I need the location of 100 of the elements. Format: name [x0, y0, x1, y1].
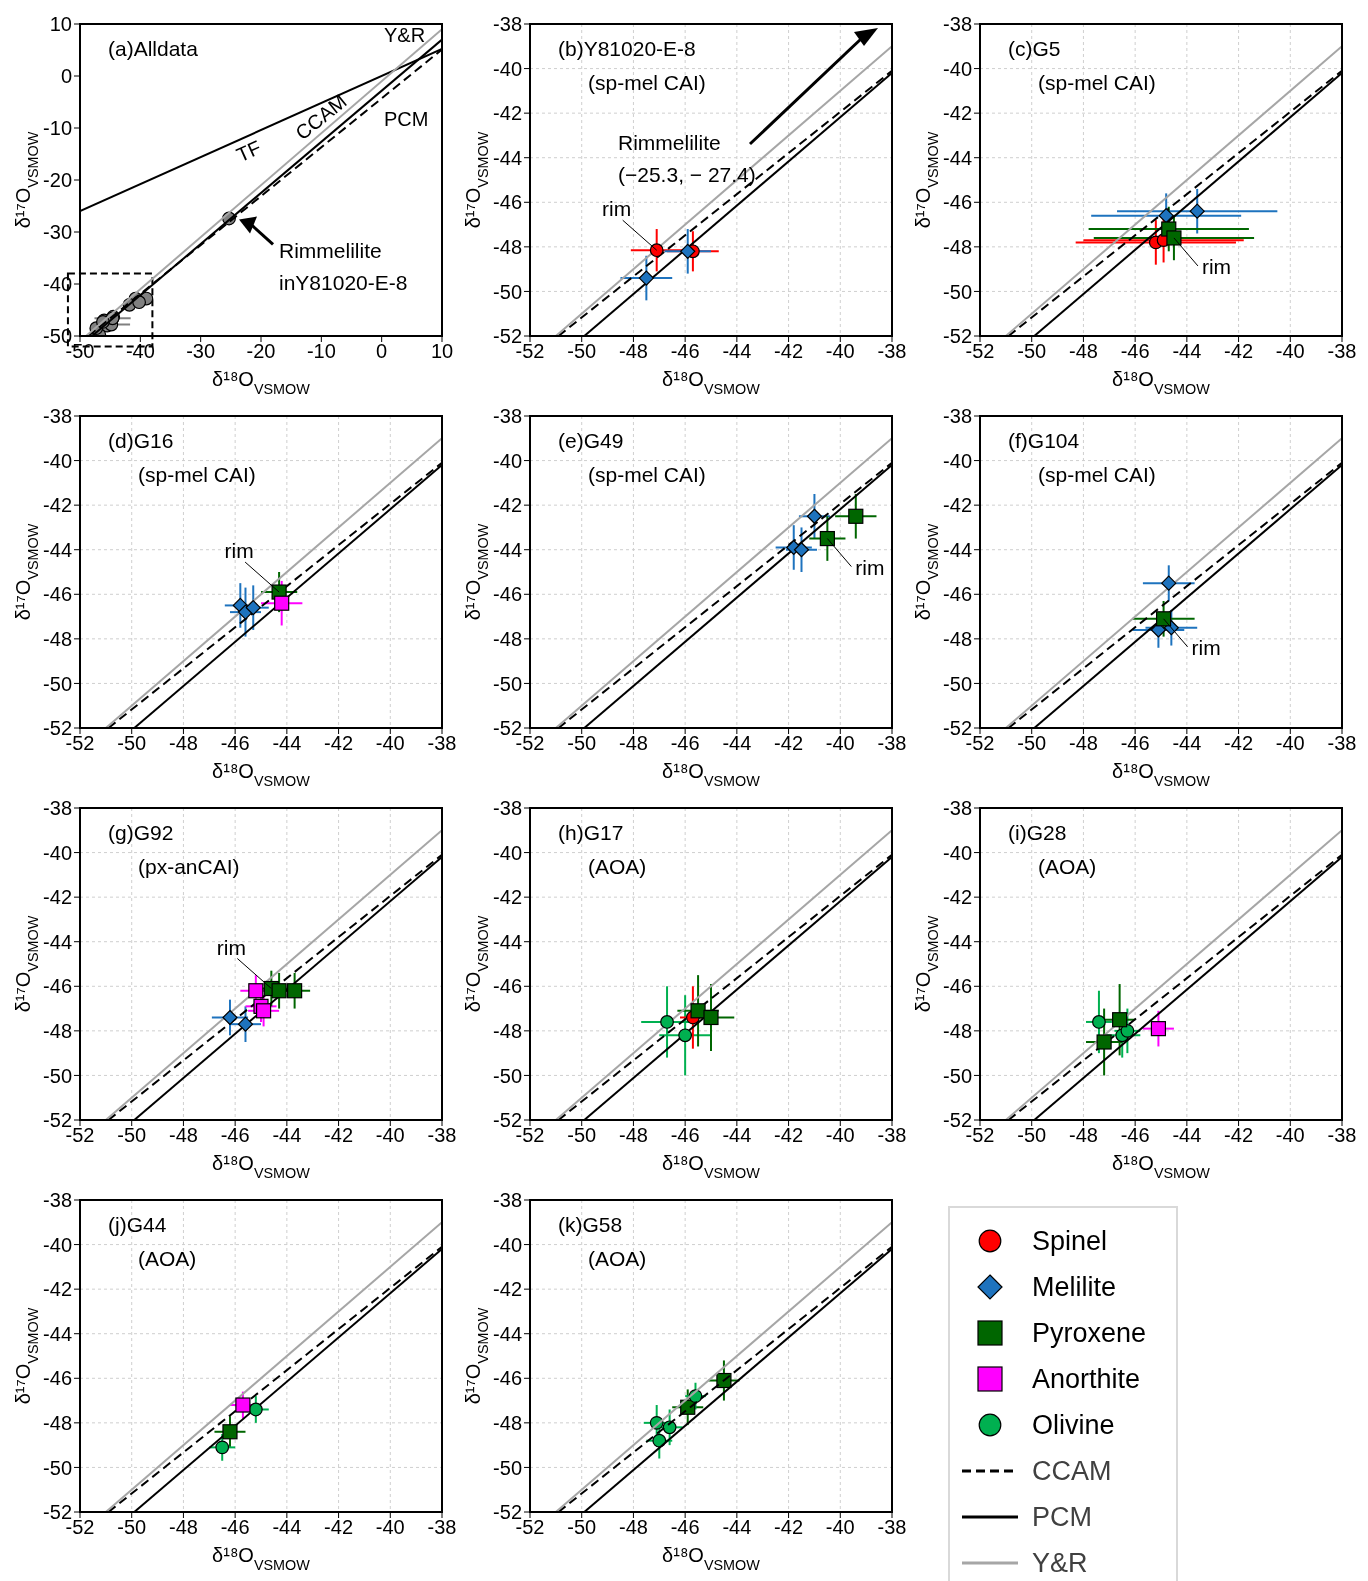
y-tick-label: -48	[43, 627, 72, 650]
y-tick-label: -48	[43, 1411, 72, 1434]
x-tick-label: -46	[1120, 340, 1150, 363]
annotation: Rimmelilite (−25.3, − 27.4)	[618, 131, 756, 186]
x-tick-label: -44	[272, 732, 302, 755]
y-tick-label: -52	[43, 717, 72, 740]
y-tick-label: -50	[493, 1456, 522, 1479]
x-tick-label: -42	[774, 1124, 804, 1147]
legend-label: Melilite	[1032, 1271, 1117, 1303]
y-tick-label: -44	[43, 538, 72, 561]
y-tick-label: -40	[43, 449, 72, 472]
y-tick-label: -44	[493, 538, 522, 561]
y-tick-label: -46	[493, 1367, 522, 1390]
y-tick-label: -42	[43, 886, 72, 909]
y-tick-label: -50	[943, 280, 972, 303]
x-tick-label: -42	[324, 732, 354, 755]
x-tick-label: -48	[1068, 1124, 1098, 1147]
x-tick-label: -48	[168, 1516, 198, 1539]
text: (h)G17	[558, 821, 624, 844]
legend-label: PCM	[1032, 1501, 1092, 1533]
y-tick-label: -52	[943, 717, 972, 740]
annotation: Rimmelilite inY81020-E-8	[279, 239, 408, 295]
x-tick-label: -46	[670, 340, 700, 363]
x-tick-label: -50	[1017, 340, 1047, 363]
y-tick-label: -42	[493, 494, 522, 517]
x-tick-label: -38	[877, 1516, 907, 1539]
y-tick-label: -52	[493, 325, 522, 348]
y-tick-label: -50	[943, 1064, 972, 1087]
y-tick-label: -40	[43, 273, 72, 296]
y-tick-label: -50	[493, 1064, 522, 1087]
x-tick-label: -48	[618, 732, 648, 755]
y-tick-label: -40	[943, 841, 972, 864]
x-tick-label: -50	[1017, 732, 1047, 755]
y-tick-label: -44	[943, 930, 972, 953]
y-tick-label: -48	[493, 1411, 522, 1434]
x-tick-label: -40	[825, 732, 855, 755]
x-tick-label: -38	[1327, 340, 1357, 363]
y-tick-label: -38	[493, 13, 522, 36]
x-tick-label: -46	[670, 732, 700, 755]
y-tick-label: -42	[493, 886, 522, 909]
y-tick-label: -38	[493, 797, 522, 820]
y-tick-label: -42	[943, 494, 972, 517]
y-tick-label: -46	[493, 975, 522, 998]
y-tick-label: -40	[943, 449, 972, 472]
y-tick-label: -46	[943, 191, 972, 214]
x-tick-label: -40	[825, 1516, 855, 1539]
x-axis-title: δ¹⁸O$_{VSMOW}$	[212, 1544, 311, 1573]
y-tick-label: -46	[43, 1367, 72, 1390]
x-tick-label: -46	[1120, 732, 1150, 755]
x-tick-label: -50	[117, 1516, 147, 1539]
y-tick-label: -42	[943, 102, 972, 125]
series-label: Y&R	[383, 24, 426, 47]
annotation: rim	[216, 935, 246, 959]
text: (sp-mel CAI)	[1038, 463, 1156, 486]
x-tick-label: -20	[246, 340, 276, 363]
x-tick-label: -38	[877, 732, 907, 755]
legend-label: Y&R	[1032, 1547, 1088, 1579]
y-tick-label: -44	[493, 146, 522, 169]
text: (sp-mel CAI)	[1038, 71, 1156, 94]
x-tick-label: -40	[375, 1516, 405, 1539]
y-tick-label: -38	[943, 797, 972, 820]
x-tick-label: -44	[1172, 1124, 1202, 1147]
y-tick-label: -42	[43, 1278, 72, 1301]
y-tick-label: -52	[943, 1109, 972, 1132]
x-axis-title: δ¹⁸O$_{VSMOW}$	[1112, 760, 1211, 789]
x-tick-label: -40	[825, 1124, 855, 1147]
x-axis-title: δ¹⁸O$_{VSMOW}$	[212, 760, 311, 789]
y-tick-label: -52	[493, 1501, 522, 1524]
text: (AOA)	[1038, 855, 1097, 878]
x-tick-label: -44	[1172, 340, 1202, 363]
text: (d)G16	[108, 429, 174, 452]
y-tick-label: -38	[943, 405, 972, 428]
y-tick-label: -50	[493, 672, 522, 695]
y-tick-label: -38	[493, 405, 522, 428]
annotation: rim	[1191, 635, 1221, 659]
x-axis-title: δ¹⁸O$_{VSMOW}$	[662, 368, 761, 397]
x-axis-title: δ¹⁸O$_{VSMOW}$	[662, 1544, 761, 1573]
text: (AOA)	[588, 855, 647, 878]
legend-label: Pyroxene	[1032, 1317, 1147, 1349]
text: (a)Alldata	[108, 37, 199, 60]
y-tick-label: -52	[43, 1501, 72, 1524]
text: (k)G58	[558, 1213, 623, 1236]
x-tick-label: -38	[1327, 1124, 1357, 1147]
text: (i)G28	[1008, 821, 1067, 844]
x-tick-label: -44	[722, 340, 752, 363]
y-tick-label: -40	[43, 1233, 72, 1256]
y-tick-label: -38	[493, 1189, 522, 1212]
x-tick-label: -42	[1224, 732, 1254, 755]
y-tick-label: -46	[943, 975, 972, 998]
x-tick-label: -48	[1068, 732, 1098, 755]
x-axis-title: δ¹⁸O$_{VSMOW}$	[1112, 368, 1211, 397]
annotation: rim	[224, 539, 254, 563]
y-tick-label: -48	[493, 235, 522, 258]
y-tick-label: -44	[493, 930, 522, 953]
x-tick-label: -44	[722, 1124, 752, 1147]
x-tick-label: -46	[220, 1124, 250, 1147]
y-tick-label: -42	[943, 886, 972, 909]
legend-label: Anorthite	[1032, 1363, 1141, 1395]
y-tick-label: -40	[493, 449, 522, 472]
x-tick-label: -50	[117, 732, 147, 755]
